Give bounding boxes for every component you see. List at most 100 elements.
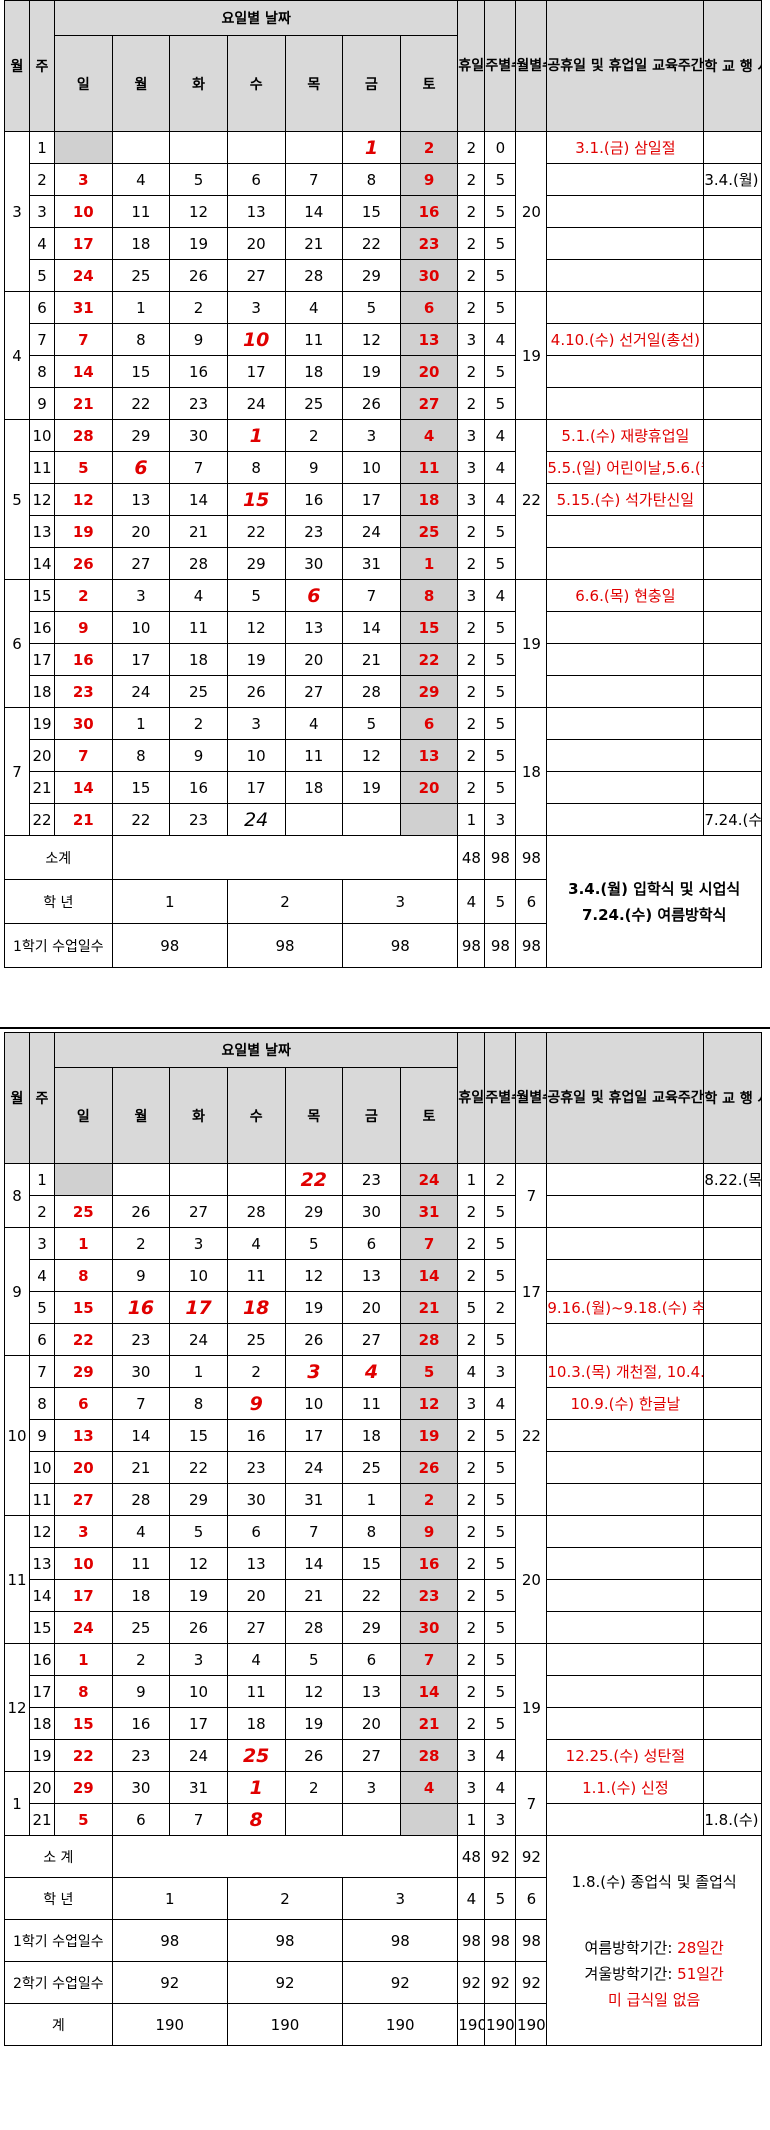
day-cell: 23 xyxy=(342,1163,401,1196)
day-cell: 26 xyxy=(169,1611,228,1644)
day-cell: 13 xyxy=(226,195,286,228)
day-cell: 20 xyxy=(284,643,344,676)
day-cell: 22 xyxy=(226,515,286,548)
day-cell: 1 xyxy=(54,1227,113,1260)
day-cell: 22 xyxy=(54,1739,113,1772)
holiday-count: 2 xyxy=(457,1419,486,1452)
week-row: 1 20 29 30 31 1 2 3 4 3 4 7 1.1.(수) 신정 xyxy=(4,1771,762,1836)
school-event xyxy=(703,1739,762,1772)
monthly-total: 22 xyxy=(515,419,548,580)
week-number: 3 xyxy=(29,195,55,228)
day-cell: 4 xyxy=(399,1771,459,1804)
school-event xyxy=(703,323,762,356)
day-cell: 29 xyxy=(342,259,401,292)
day-cell: 18 xyxy=(226,1707,286,1740)
school-event xyxy=(703,195,762,228)
day-cell: 31 xyxy=(54,291,113,324)
holiday-count: 3 xyxy=(457,323,486,356)
day-cell: 26 xyxy=(284,1323,344,1356)
day-cell: 16 xyxy=(226,1419,286,1452)
school-event xyxy=(703,291,762,324)
day-cell: 18 xyxy=(284,355,344,388)
weekly-days: 2 xyxy=(484,1291,517,1324)
holiday-note: 1.1.(수) 신정 xyxy=(546,1771,705,1804)
holiday-count-header: 휴일수 xyxy=(457,0,486,132)
school-event xyxy=(703,419,762,452)
week-number: 4 xyxy=(29,1259,55,1292)
summary-notes: 3.4.(월) 입학식 및 시업식 7.24.(수) 여름방학식 xyxy=(546,835,762,968)
holiday-note xyxy=(546,1515,705,1548)
day-cell: 27 xyxy=(342,1739,401,1772)
week-number: 14 xyxy=(29,1579,55,1612)
summer-break-line: 여름방학기간: 28일간 xyxy=(548,1935,761,1961)
week-number: 12 xyxy=(29,1515,55,1548)
day-cell: 8 xyxy=(342,1515,401,1548)
weekly-days: 5 xyxy=(484,1227,517,1260)
day-cell: 29 xyxy=(169,1483,228,1516)
subtotal-holidays: 48 xyxy=(457,1835,486,1878)
day-cell: 22 xyxy=(284,1163,344,1196)
day-cell: 6 xyxy=(399,707,459,740)
semester2-days-row-value: 92 xyxy=(111,1961,228,2004)
holiday-note: 5.5.(일) 어린이날,5.6.(월) 대체공휴일 xyxy=(546,451,705,484)
holiday-note: 4.10.(수) 선거일(총선) xyxy=(546,323,705,356)
week-row: 9 13 14 15 16 17 18 19 2 5 xyxy=(5,1419,762,1452)
subtotal-holidays: 48 xyxy=(457,835,486,880)
day-cell: 12 xyxy=(342,739,401,772)
weekly-days: 5 xyxy=(484,1195,517,1228)
day-cell: 2 xyxy=(111,1227,171,1260)
day-cell: 24 xyxy=(169,1739,228,1772)
holiday-count: 3 xyxy=(457,1771,486,1804)
day-cell: 23 xyxy=(284,515,344,548)
monthly-total: 7 xyxy=(515,1771,548,1836)
week-row: 8 6 7 8 9 10 11 12 3 4 10.9.(수) 한글날 xyxy=(5,1387,762,1420)
day-cell: 9 xyxy=(284,451,344,484)
semester1-days-row-value: 98 xyxy=(457,1919,486,1962)
day-cell: 2 xyxy=(399,131,459,164)
school-event xyxy=(703,1643,762,1676)
day-cell: 28 xyxy=(169,547,228,580)
day-name-header: 수 xyxy=(226,35,286,132)
month-cell: 10 xyxy=(4,1355,30,1516)
day-cell: 6 xyxy=(111,1803,171,1836)
week-row: 2 25 26 27 28 29 30 31 2 5 xyxy=(5,1195,762,1228)
holiday-note: 3.1.(금) 삼일절 xyxy=(546,131,705,164)
day-cell: 7 xyxy=(399,1227,459,1260)
day-cell: 5 xyxy=(342,291,401,324)
school-event xyxy=(703,483,762,516)
day-name-header: 토 xyxy=(399,35,459,132)
semester2-days-row-value: 92 xyxy=(226,1961,344,2004)
holiday-note xyxy=(546,771,705,804)
day-cell: 3 xyxy=(226,707,286,740)
grade-label: 학 년 xyxy=(4,879,113,924)
day-name-header: 금 xyxy=(342,1067,401,1164)
day-cell: 5 xyxy=(54,451,113,484)
week-row: 13 19 20 21 22 23 24 25 2 5 xyxy=(5,515,762,548)
day-cell: 29 xyxy=(54,1355,113,1388)
school-event xyxy=(703,643,762,676)
holiday-count: 2 xyxy=(457,1451,486,1484)
day-cell: 13 xyxy=(342,1259,401,1292)
day-name-header: 일 xyxy=(54,1067,113,1164)
day-cell: 8 xyxy=(54,1259,113,1292)
day-cell xyxy=(342,1803,401,1836)
semester2-days-row-value: 92 xyxy=(342,1961,459,2004)
holiday-count: 1 xyxy=(457,1803,486,1836)
day-cell xyxy=(54,1163,113,1196)
day-cell: 17 xyxy=(169,1707,228,1740)
day-cell: 1 xyxy=(169,1355,228,1388)
holiday-note xyxy=(546,707,705,740)
school-event: 1.8.(수) 종업식 및 졸업식 xyxy=(703,1803,762,1836)
weekly-days: 5 xyxy=(484,1323,517,1356)
day-cell: 9 xyxy=(54,611,113,644)
day-cell: 17 xyxy=(342,483,401,516)
month-cell: 1 xyxy=(4,1771,30,1836)
monthly-total: 7 xyxy=(515,1163,548,1228)
monthly-total: 19 xyxy=(515,291,548,420)
week-number: 8 xyxy=(29,1387,55,1420)
total-row-value: 190 xyxy=(484,2003,517,2046)
day-cell: 10 xyxy=(226,739,286,772)
